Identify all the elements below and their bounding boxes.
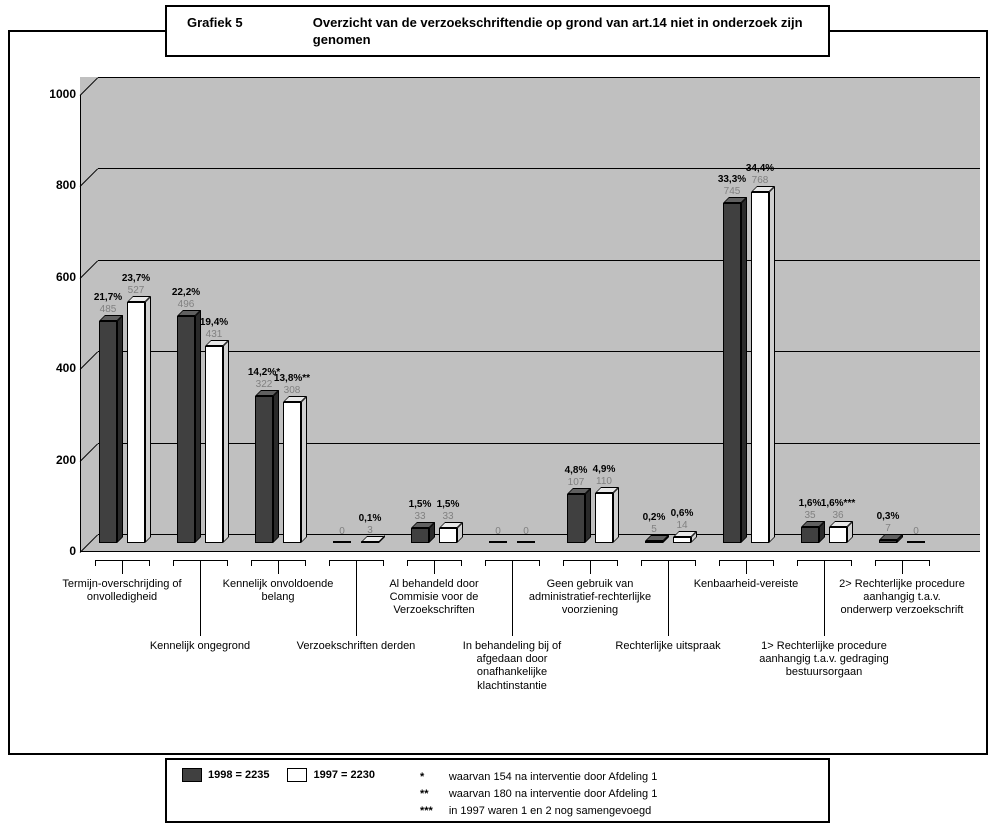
legend-item-1998: 1998 = 2235 [182,768,269,782]
x-category-label: In behandeling bij of afgedaan door onaf… [447,640,577,693]
bar-value-label: 3 [350,525,390,536]
x-category-label: Kenbaarheid-vereiste [681,578,811,591]
bar-value-label: 34,4% [740,163,780,174]
bars-container: 21,7%48523,7%52722,2%49619,4%43114,2%*32… [89,86,971,543]
bar-1997 [829,527,847,543]
bar-value-label: 431 [194,329,234,340]
x-category-label: Verzoekschriften derden [291,640,421,653]
bar-1998 [645,541,663,543]
bar-1998 [879,540,897,543]
footnotes: *waarvan 154 na interventie door Afdelin… [418,768,659,821]
x-category-label: 1> Rechterlijke procedure aanhangig t.a.… [759,640,889,680]
bar-value-label: 33 [428,511,468,522]
chart-number: Grafiek 5 [187,15,313,30]
bar-value-label: 0,1% [350,513,390,524]
legend-swatch-light [287,768,307,782]
bar-1997 [751,192,769,543]
bar-1997 [517,541,535,543]
y-tick-label: 800 [26,178,76,192]
bar-1997 [283,402,301,543]
bar-1998 [177,316,195,543]
bar-value-label: 0,6% [662,508,702,519]
x-category-label: Termijn-overschrijding of onvolledigheid [57,578,187,604]
bar-1997 [205,346,223,543]
chart-title-text: Overzicht van de verzoekschriftendie op … [313,15,808,49]
x-axis-labels: Termijn-overschrijding of onvolledigheid… [80,560,980,760]
x-category-label: 2> Rechterlijke procedure aanhangig t.a.… [837,578,967,618]
bar-value-label: 23,7% [116,273,156,284]
bar-1997 [907,541,925,543]
bar-1997 [673,537,691,543]
bar-1997 [127,302,145,543]
plot-area: 21,7%48523,7%52722,2%49619,4%43114,2%*32… [80,77,980,552]
bar-value-label: 0 [506,526,546,537]
bar-value-label: 745 [712,186,752,197]
bar-value-label: 0 [896,526,936,537]
bar-value-label: 13,8%** [272,373,312,384]
x-category-label: Geen gebruik van administratief-rechterl… [525,578,655,618]
y-tick-label: 1000 [26,87,76,101]
bar-value-label: 19,4% [194,317,234,328]
bar-value-label: 22,2% [166,287,206,298]
y-tick-label: 600 [26,270,76,284]
legend-item-1997: 1997 = 2230 [287,768,374,782]
bar-value-label: 1,5% [428,499,468,510]
bar-1998 [723,203,741,543]
chart-frame: 21,7%48523,7%52722,2%49619,4%43114,2%*32… [8,30,988,755]
y-tick-label: 400 [26,361,76,375]
bar-value-label: 0,3% [868,511,908,522]
bar-value-label: 485 [88,304,128,315]
bar-value-label: 527 [116,285,156,296]
x-category-label: Kennelijk ongegrond [135,640,265,653]
legend-box: 1998 = 2235 1997 = 2230 *waarvan 154 na … [165,758,830,823]
bar-value-label: 14 [662,520,702,531]
y-tick-label: 0 [26,544,76,558]
x-category-label: Rechterlijke uitspraak [603,640,733,653]
bar-value-label: 36 [818,510,858,521]
bar-value-label: 496 [166,299,206,310]
bar-1998 [801,527,819,543]
bar-1998 [99,321,117,543]
legend-label-1997: 1997 = 2230 [313,769,374,781]
legend-swatch-dark [182,768,202,782]
bar-1998 [333,541,351,543]
bar-value-label: 110 [584,476,624,487]
bar-value-label: 4,9% [584,464,624,475]
x-category-label: Al behandeld door Commisie voor de Verzo… [369,578,499,618]
bar-1998 [567,494,585,543]
bar-1997 [439,528,457,543]
x-category-label: Kennelijk onvoldoende belang [213,578,343,604]
chart-title-box: Grafiek 5 Overzicht van de verzoekschrif… [165,5,830,57]
bar-1998 [411,528,429,543]
bar-1998 [489,541,507,543]
bar-1998 [255,396,273,543]
legend-label-1998: 1998 = 2235 [208,769,269,781]
bar-value-label: 768 [740,175,780,186]
bar-1997 [595,493,613,543]
bar-value-label: 308 [272,385,312,396]
y-tick-label: 200 [26,453,76,467]
bar-value-label: 1,6%*** [818,498,858,509]
